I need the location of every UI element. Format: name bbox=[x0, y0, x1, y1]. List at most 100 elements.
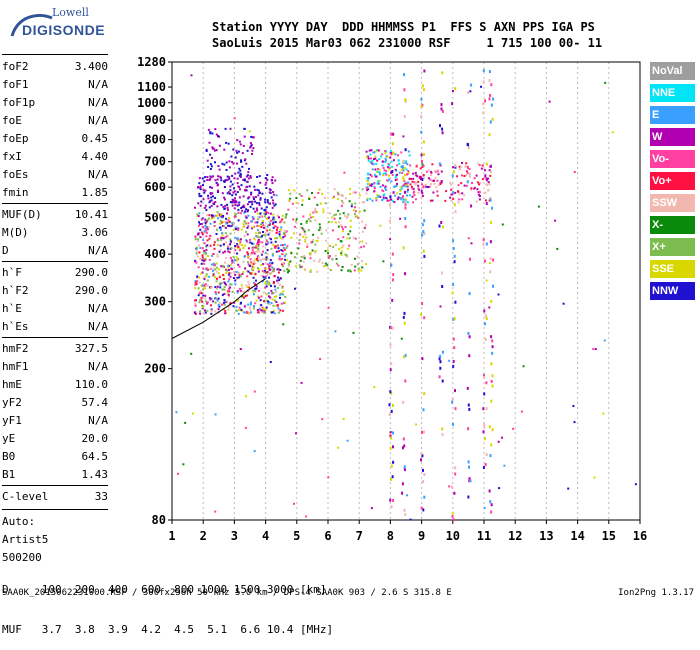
data-point bbox=[316, 203, 319, 206]
data-point bbox=[234, 249, 237, 252]
legend-item: X- bbox=[650, 216, 695, 234]
data-point bbox=[237, 150, 240, 153]
data-point bbox=[242, 225, 245, 228]
param-value: N/A bbox=[88, 114, 108, 127]
data-point bbox=[342, 236, 345, 239]
data-point bbox=[611, 131, 614, 134]
data-point bbox=[234, 279, 237, 282]
data-point bbox=[322, 265, 325, 268]
data-point bbox=[327, 257, 330, 259]
data-point bbox=[275, 228, 278, 231]
header-line1: Station YYYY DAY DDD HHMMSS P1 FFS S AXN… bbox=[212, 20, 595, 34]
data-point bbox=[489, 221, 492, 224]
data-point bbox=[392, 191, 395, 194]
data-point bbox=[381, 184, 384, 187]
data-point bbox=[272, 193, 275, 196]
data-point bbox=[201, 254, 204, 257]
data-point bbox=[342, 418, 345, 420]
data-point bbox=[402, 178, 405, 181]
data-point bbox=[202, 288, 205, 291]
data-point bbox=[309, 220, 312, 223]
data-point bbox=[200, 272, 203, 275]
data-point bbox=[245, 222, 247, 225]
data-point bbox=[377, 182, 380, 185]
data-point bbox=[404, 182, 407, 185]
data-point bbox=[441, 427, 444, 431]
data-point bbox=[200, 292, 203, 295]
data-point bbox=[245, 162, 248, 165]
data-point bbox=[401, 491, 404, 495]
data-point bbox=[262, 258, 265, 261]
data-point bbox=[225, 241, 228, 244]
data-point bbox=[384, 157, 387, 160]
data-point bbox=[201, 256, 204, 259]
data-point bbox=[278, 257, 281, 260]
data-point bbox=[228, 251, 231, 254]
data-point bbox=[484, 99, 487, 103]
data-point bbox=[405, 161, 408, 164]
data-point bbox=[420, 153, 423, 157]
data-point bbox=[423, 153, 425, 156]
data-point bbox=[420, 189, 423, 193]
data-point bbox=[238, 287, 241, 290]
data-point bbox=[282, 232, 285, 235]
data-point bbox=[270, 289, 273, 292]
data-point bbox=[306, 189, 309, 192]
data-point bbox=[492, 284, 494, 288]
data-point bbox=[490, 83, 493, 87]
data-point bbox=[231, 194, 234, 197]
data-point bbox=[210, 217, 213, 220]
data-point bbox=[265, 293, 268, 296]
data-point bbox=[404, 354, 407, 358]
data-point bbox=[200, 296, 203, 299]
data-point bbox=[205, 235, 208, 238]
param-label: fxI bbox=[2, 150, 22, 163]
data-point bbox=[203, 312, 206, 315]
data-point bbox=[323, 197, 326, 200]
data-point bbox=[430, 170, 433, 173]
param-value: N/A bbox=[88, 320, 108, 333]
data-point bbox=[368, 182, 371, 185]
data-point bbox=[205, 273, 208, 276]
data-point bbox=[520, 410, 523, 413]
data-point bbox=[268, 231, 271, 234]
data-point bbox=[266, 257, 269, 260]
data-point bbox=[257, 216, 260, 218]
data-point bbox=[466, 180, 469, 184]
data-point bbox=[490, 171, 493, 174]
data-point bbox=[423, 392, 426, 396]
data-point bbox=[269, 212, 272, 215]
data-point bbox=[491, 351, 494, 355]
data-point bbox=[254, 287, 257, 290]
data-point bbox=[485, 242, 488, 246]
data-point bbox=[390, 180, 393, 183]
data-point bbox=[454, 87, 457, 91]
data-point bbox=[487, 177, 490, 180]
data-point bbox=[402, 169, 405, 172]
data-point bbox=[420, 115, 423, 119]
data-point bbox=[338, 248, 341, 251]
data-point bbox=[377, 195, 380, 198]
data-point bbox=[239, 241, 242, 243]
data-point bbox=[274, 237, 277, 240]
data-point bbox=[241, 273, 244, 276]
data-point bbox=[267, 263, 270, 266]
data-point bbox=[278, 255, 281, 258]
data-point bbox=[449, 181, 452, 184]
data-point bbox=[401, 482, 404, 486]
data-point bbox=[316, 211, 319, 214]
data-point bbox=[288, 265, 291, 268]
data-point bbox=[477, 191, 480, 194]
data-point bbox=[244, 295, 247, 298]
data-point bbox=[389, 390, 392, 394]
data-point bbox=[245, 208, 248, 211]
data-point bbox=[243, 211, 246, 214]
data-point bbox=[223, 163, 226, 166]
data-point bbox=[490, 335, 493, 339]
data-point bbox=[389, 326, 392, 330]
data-point bbox=[268, 228, 271, 231]
data-point bbox=[281, 263, 283, 266]
data-point bbox=[247, 311, 250, 314]
data-point bbox=[320, 202, 322, 205]
logo-line2: DIGISONDE bbox=[22, 22, 106, 38]
